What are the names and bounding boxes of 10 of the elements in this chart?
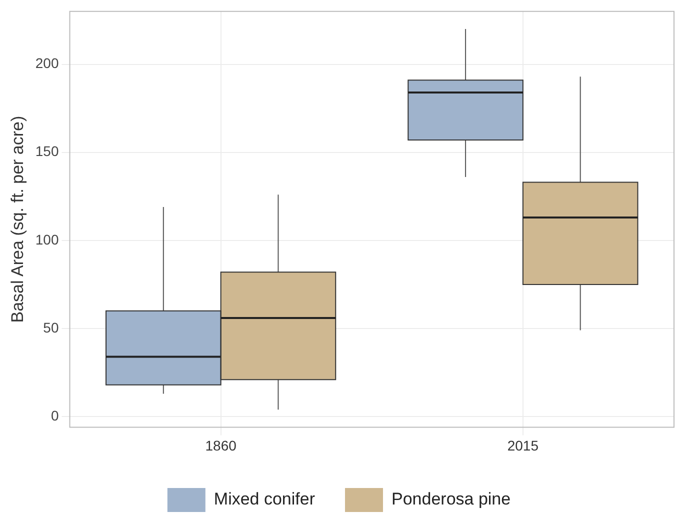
legend-label: Mixed conifer [214, 490, 316, 509]
x-tick-label: 2015 [507, 437, 539, 454]
legend-label: Ponderosa pine [392, 490, 511, 509]
y-tick-label: 100 [35, 231, 59, 248]
y-tick-label: 200 [35, 55, 59, 72]
y-axis-title: Basal Area (sq. ft. per acre) [8, 116, 27, 323]
y-tick-label: 0 [50, 407, 59, 424]
y-tick-label: 150 [35, 143, 59, 160]
x-tick-label: 1860 [205, 437, 237, 454]
y-tick-label: 50 [43, 319, 59, 336]
